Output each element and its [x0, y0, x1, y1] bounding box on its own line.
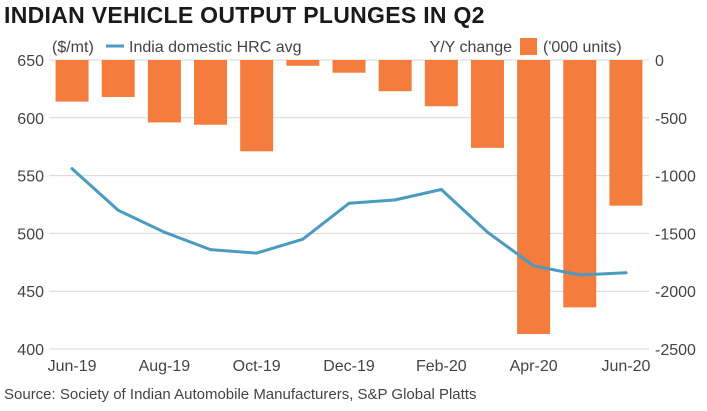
right-tick-label: -1500: [655, 226, 696, 243]
hrc-point-Aug-19: [162, 230, 166, 234]
hrc-point-Apr-20: [532, 264, 536, 268]
hrc-point-Feb-20: [439, 187, 443, 191]
right-tick-label: 0: [655, 53, 664, 70]
bar-Nov-19: [286, 60, 320, 66]
bar-Dec-19: [332, 60, 366, 73]
left-tick-label: 600: [17, 111, 44, 128]
x-tick-label: Feb-20: [416, 358, 467, 375]
line-series: [70, 167, 628, 277]
bar-May-20: [563, 60, 597, 308]
left-tick-label: 650: [17, 53, 44, 70]
x-tick-label: Apr-20: [510, 358, 558, 375]
chart-title: INDIAN VEHICLE OUTPUT PLUNGES IN Q2: [4, 2, 485, 28]
hrc-point-May-20: [578, 273, 582, 277]
x-tick-label: Aug-19: [139, 358, 191, 375]
legend-bar-swatch: [520, 38, 537, 55]
x-axis-ticks: Jun-19 Aug-19 Oct-19 Dec-19 Feb-20 Apr-20 Jun-…: [48, 358, 651, 375]
left-axis-unit: ($/mt): [52, 39, 94, 56]
right-tick-label: -2500: [655, 342, 696, 359]
bar-Jun-19: [55, 60, 89, 102]
left-tick-label: 450: [17, 284, 44, 301]
hrc-point-Sep-19: [209, 248, 213, 252]
bar-Apr-20: [517, 60, 551, 334]
hrc-point-Jul-19: [116, 208, 120, 212]
bar-Jul-19: [101, 60, 135, 97]
source-note: Source: Society of Indian Automobile Man…: [4, 386, 477, 403]
bar-Aug-19: [147, 60, 181, 123]
bar-Oct-19: [240, 60, 274, 152]
bar-Jun-20: [609, 60, 643, 206]
x-tick-label: Jun-20: [601, 358, 650, 375]
right-axis-ticks: 0 -500 -1000 -1500 -2000 -2500: [655, 53, 696, 359]
hrc-point-Nov-19: [301, 237, 305, 241]
hrc-point-Jun-20: [624, 271, 628, 275]
hrc-point-Jan-20: [393, 198, 397, 202]
legend: ($/mt) India domestic HRC avg Y/Y change ('…: [52, 38, 622, 56]
legend-line-label: India domestic HRC avg: [129, 39, 302, 56]
left-tick-label: 550: [17, 169, 44, 186]
right-tick-label: -1000: [655, 169, 696, 186]
legend-bar-label: Y/Y change: [430, 39, 513, 56]
bar-Feb-20: [424, 60, 458, 107]
bar-series: [55, 60, 643, 334]
bar-Mar-20: [470, 60, 504, 148]
right-tick-label: -500: [655, 111, 687, 128]
bar-Jan-20: [378, 60, 412, 92]
hrc-point-Oct-19: [255, 251, 259, 255]
x-tick-label: Jun-19: [48, 358, 97, 375]
left-tick-label: 500: [17, 226, 44, 243]
left-axis-ticks: 400 450 500 550 600 650: [17, 53, 44, 359]
left-tick-label: 400: [17, 342, 44, 359]
hrc-point-Dec-19: [347, 201, 351, 205]
x-tick-label: Dec-19: [323, 358, 375, 375]
x-tick-label: Oct-19: [233, 358, 281, 375]
hrc-point-Jun-19: [70, 167, 74, 171]
hrc-point-Mar-20: [485, 230, 489, 234]
right-tick-label: -2000: [655, 284, 696, 301]
bar-Sep-19: [194, 60, 228, 125]
right-axis-unit: ('000 units): [543, 39, 622, 56]
